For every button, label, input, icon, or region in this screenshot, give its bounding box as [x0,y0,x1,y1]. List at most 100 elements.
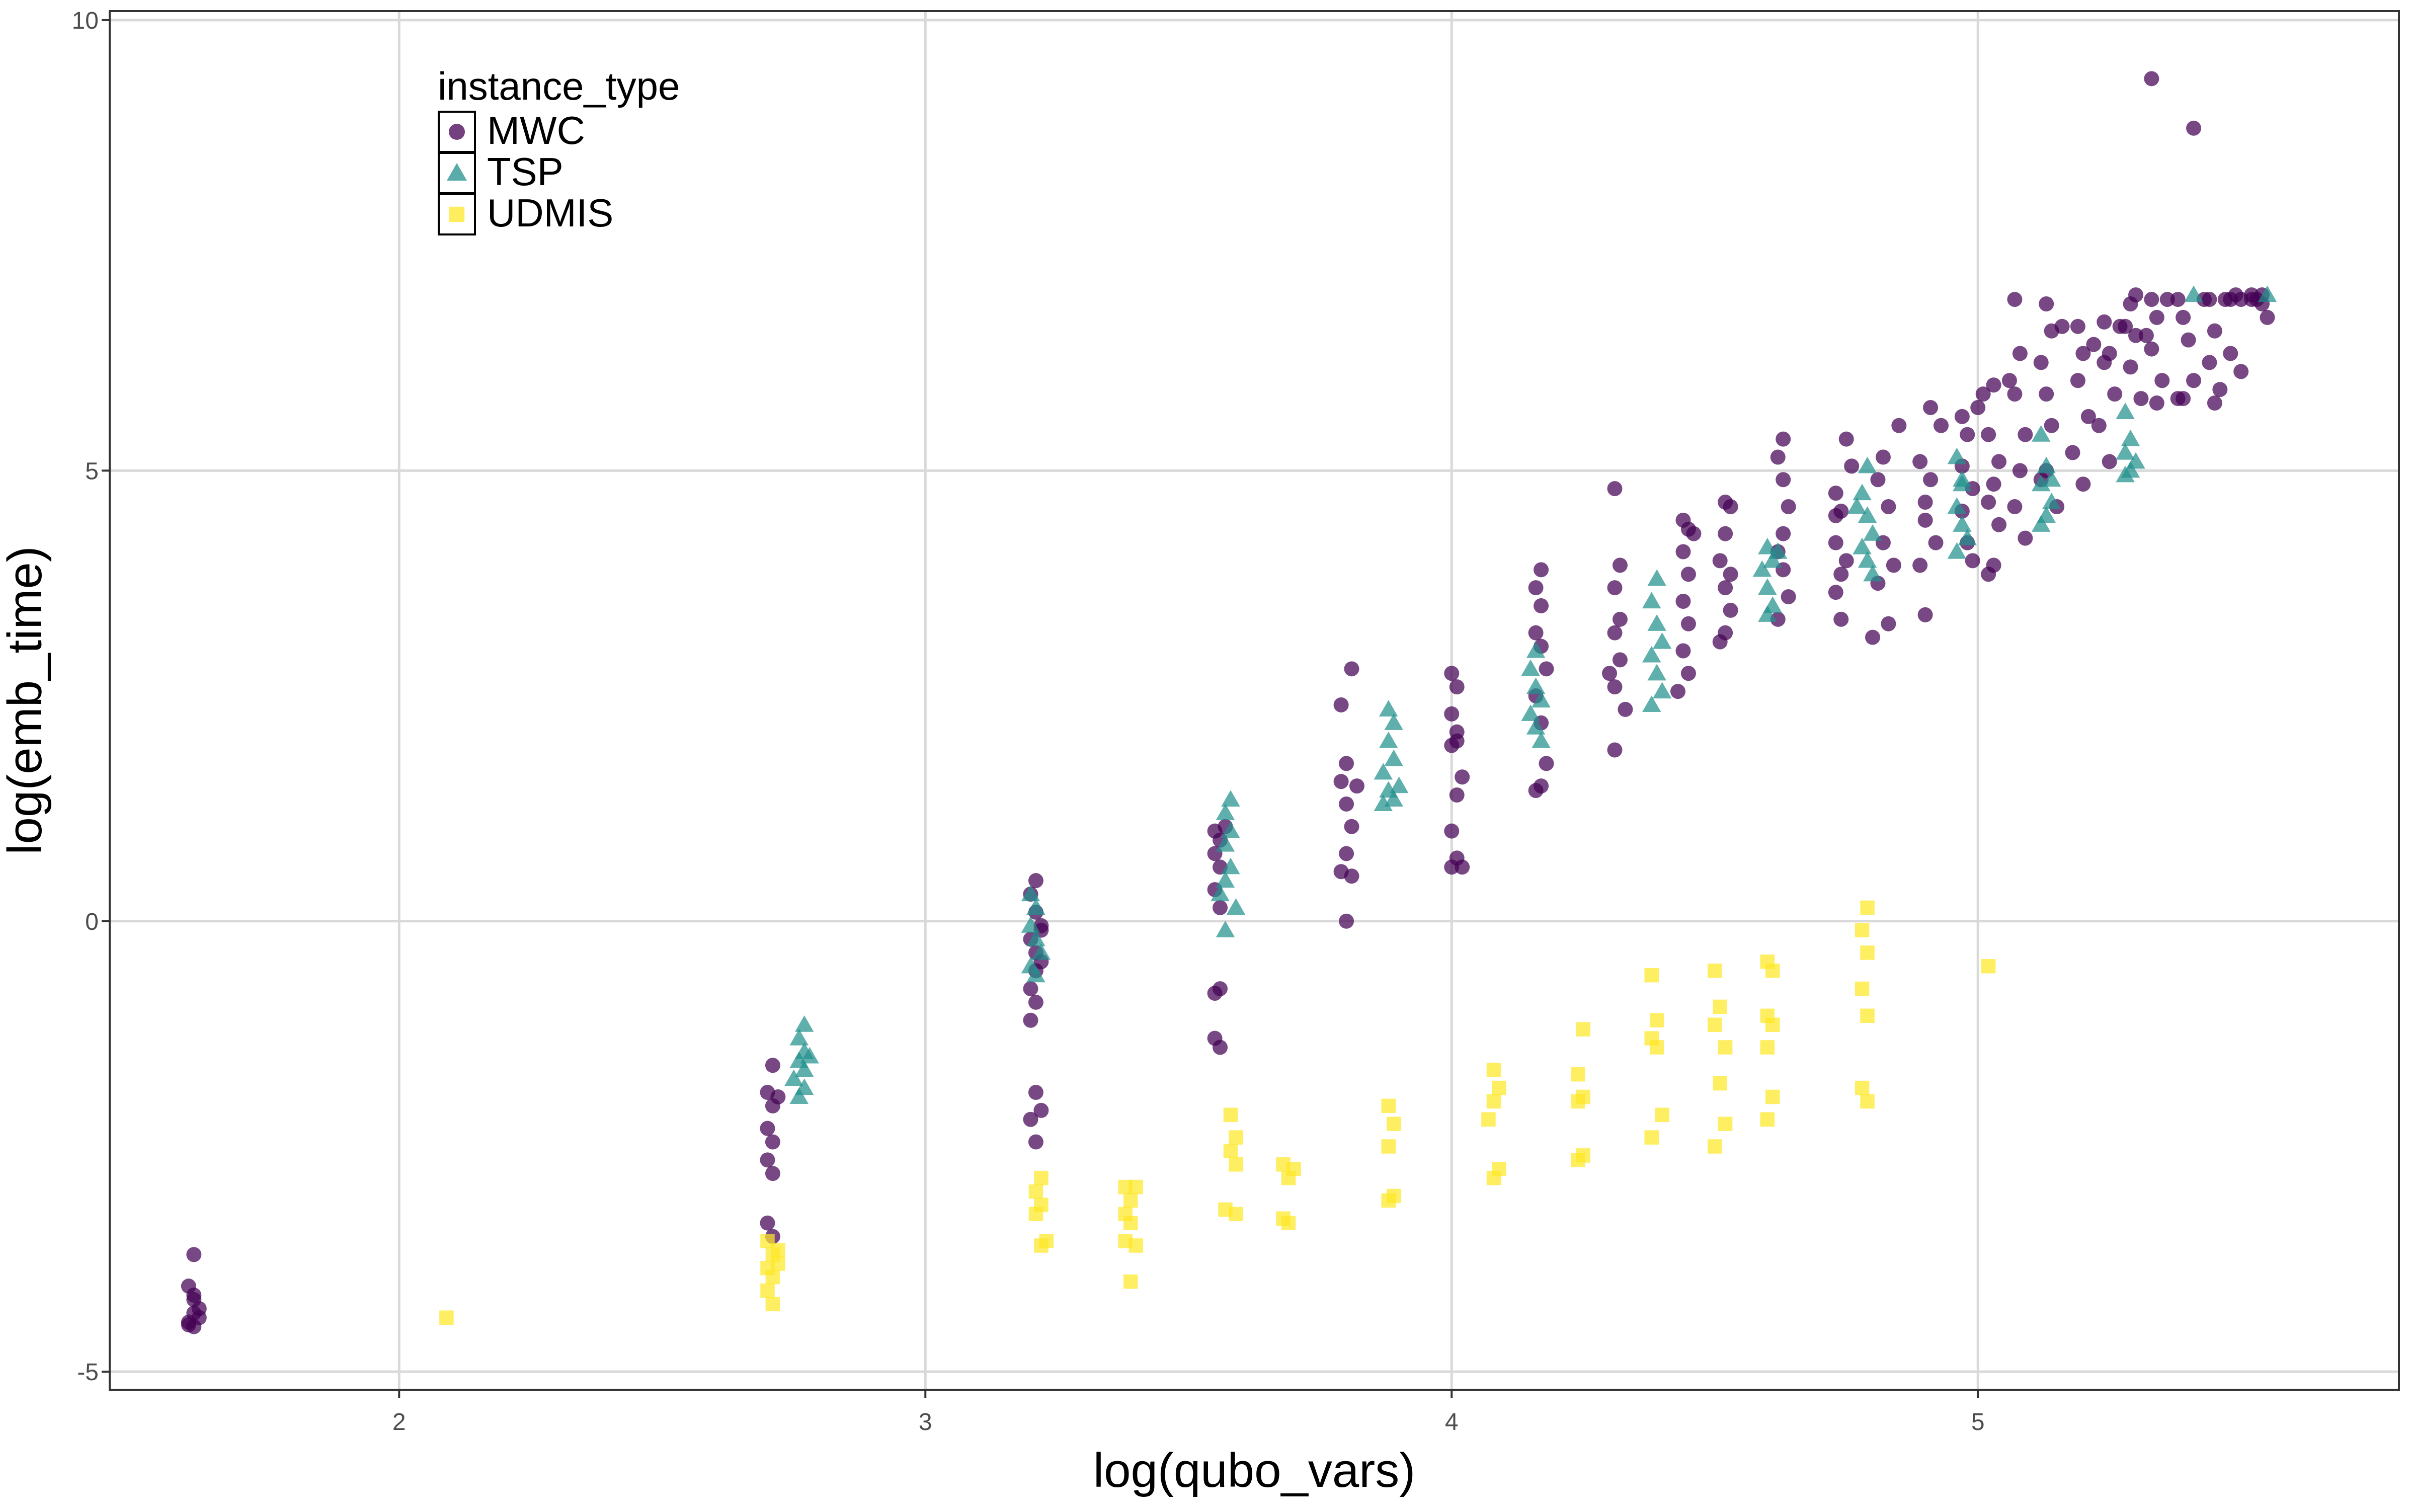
data-point-udmis [1649,1040,1664,1055]
data-point-tsp [1758,537,1777,554]
data-point-mwc [2133,391,2149,407]
data-point-mwc [1875,449,1891,465]
data-point-tsp [784,1069,803,1086]
data-point-tsp [800,1047,819,1064]
legend-marker-tsp [447,163,467,181]
data-point-mwc [2044,418,2059,433]
data-point-mwc [1444,859,1460,875]
data-point-mwc [1986,377,2001,393]
legend-item-mwc: MWC [438,108,585,153]
data-point-mwc [2039,386,2054,402]
data-point-tsp [1642,592,1661,609]
data-point-mwc [2144,341,2159,357]
data-point-mwc [1828,486,1843,501]
data-point-tsp [1953,515,1972,532]
data-point-udmis [1381,1098,1396,1113]
data-point-mwc [1602,666,1618,681]
data-point-udmis [765,1297,780,1312]
data-point-mwc [1718,580,1733,596]
data-point-tsp [1853,537,1872,554]
grid [110,11,2399,1390]
legend-label: UDMIS [487,191,613,235]
data-point-udmis [1707,964,1722,978]
legend-title: instance_type [438,64,680,108]
data-point-mwc [2186,373,2202,388]
data-point-mwc [1213,900,1228,915]
data-point-tsp [1947,447,1967,464]
data-point-mwc [1023,1111,1038,1127]
data-point-mwc [1534,598,1549,613]
data-point-mwc [1528,783,1544,799]
data-point-mwc [765,1134,780,1150]
data-point-mwc [186,1287,202,1303]
data-point-mwc [1954,409,1970,424]
data-point-mwc [1333,697,1349,712]
data-point-tsp [1379,700,1398,717]
data-point-mwc [1686,526,1702,541]
data-point-mwc [1444,738,1460,753]
data-point-udmis [1486,1170,1501,1185]
data-point-tsp [1532,691,1551,708]
data-point-mwc [2123,359,2138,375]
legend-item-udmis: UDMIS [438,191,613,235]
data-point-tsp [1947,497,1967,514]
data-point-tsp [789,1087,809,1104]
data-point-tsp [1374,763,1393,780]
data-point-mwc [1680,666,1696,681]
data-point-tsp [1526,641,1546,658]
data-point-mwc [1934,418,1949,433]
data-point-mwc [2144,292,2159,307]
data-point-mwc [1023,1012,1038,1028]
data-point-mwc [1917,512,1933,528]
data-point-udmis [1571,1094,1585,1109]
data-point-tsp [1642,646,1661,663]
data-point-udmis [1571,1067,1585,1082]
data-point-tsp [794,1015,814,1032]
data-point-mwc [1991,454,2007,469]
data-point-mwc [2075,346,2091,361]
data-point-tsp [1858,506,1877,523]
data-point-mwc [1981,567,1996,582]
data-point-udmis [1281,1216,1296,1230]
data-point-udmis [1223,1107,1238,1123]
data-point-mwc [1833,611,1849,627]
data-point-tsp [1526,718,1546,735]
series-mwc [181,71,2275,1334]
data-point-mwc [2070,319,2085,334]
axis-ticks: 2 3 4 5 -5 0 5 10 [72,8,1985,1436]
data-point-udmis [1492,1080,1506,1095]
data-point-tsp [1647,614,1666,631]
x-tick-label: 5 [1971,1409,1985,1436]
data-point-mwc [1618,701,1633,717]
data-point-tsp [1853,484,1872,501]
data-points [181,71,2277,1334]
data-point-mwc [1344,868,1359,884]
data-point-mwc [1838,431,1854,447]
data-point-tsp [1389,776,1409,793]
legend-label: TSP [487,149,564,194]
data-point-mwc [2176,391,2191,407]
data-point-udmis [1486,1094,1501,1109]
data-point-tsp [1847,497,1867,514]
y-axis-label: log(emb_time) [0,546,52,855]
data-point-mwc [2033,355,2049,370]
data-point-mwc [1828,508,1843,523]
data-point-mwc [1028,1134,1043,1150]
data-point-mwc [765,1166,780,1181]
data-point-mwc [1028,1085,1043,1100]
data-point-mwc [1444,706,1460,722]
data-point-mwc [1534,562,1549,578]
data-point-tsp [2031,474,2051,492]
data-point-tsp [1221,790,1240,807]
data-point-udmis [1981,959,1996,974]
series-udmis [439,900,1996,1325]
data-point-tsp [1216,920,1235,937]
data-point-mwc [2181,332,2196,348]
data-point-mwc [1028,873,1043,889]
data-point-tsp [1758,605,1777,622]
data-point-udmis [1481,1112,1496,1127]
data-point-tsp [1384,790,1403,807]
data-point-tsp [2031,425,2051,442]
data-point-mwc [1333,774,1349,789]
